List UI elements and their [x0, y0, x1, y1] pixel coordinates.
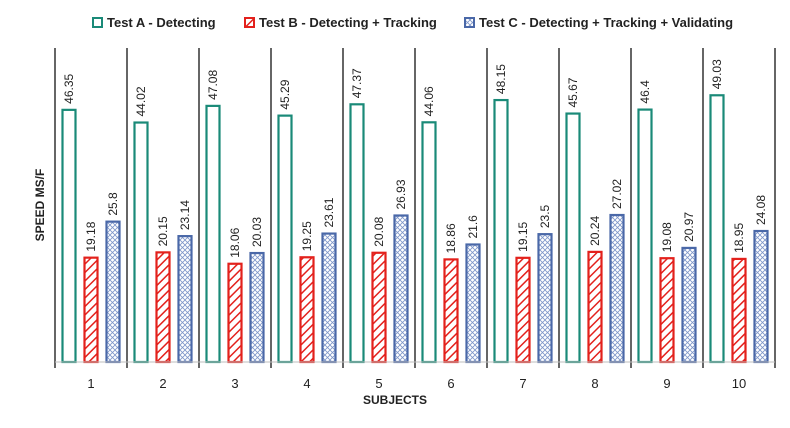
bar-s3-c8 — [609, 213, 625, 364]
data-label-s1-c8: 45.67 — [566, 77, 580, 107]
bar-s1-c7 — [493, 98, 509, 364]
bar-s2-c5 — [371, 251, 387, 364]
legend-swatch-1 — [92, 17, 103, 28]
data-label-s2-c1: 19.18 — [84, 221, 98, 251]
legend-item-2: Test B - Detecting + Tracking — [244, 15, 437, 30]
bar-s1-c10 — [709, 94, 725, 364]
legend-item-1: Test A - Detecting — [92, 15, 216, 30]
data-label-s2-c2: 20.15 — [156, 216, 170, 246]
data-label-s1-c2: 44.02 — [134, 86, 148, 116]
bar-s3-c7 — [537, 233, 553, 364]
x-tick-label-2: 2 — [159, 376, 166, 391]
legend-swatch-2 — [244, 17, 255, 28]
data-label-s1-c1: 46.35 — [62, 74, 76, 104]
legend-item-3: Test C - Detecting + Tracking + Validati… — [464, 15, 733, 30]
data-label-s2-c7: 19.15 — [516, 221, 530, 251]
bar-s3-c6 — [465, 243, 481, 364]
bar-s2-c3 — [227, 262, 243, 364]
data-label-s2-c5: 20.08 — [372, 216, 386, 246]
data-label-s3-c1: 25.8 — [106, 192, 120, 216]
y-axis-title: SPEED MS/F — [33, 169, 47, 242]
bar-s2-c8 — [587, 250, 603, 364]
x-tick-label-4: 4 — [303, 376, 310, 391]
data-label-s1-c9: 46.4 — [638, 80, 652, 104]
bar-s3-c1 — [105, 220, 121, 364]
legend-label-1: Test A - Detecting — [107, 15, 216, 30]
data-label-s1-c5: 47.37 — [350, 68, 364, 98]
bar-s2-c6 — [443, 258, 459, 364]
x-tick-label-9: 9 — [663, 376, 670, 391]
data-label-s2-c9: 19.08 — [660, 222, 674, 252]
bar-s1-c5 — [349, 103, 365, 364]
bar-s3-c10 — [753, 229, 769, 364]
x-axis-title: SUBJECTS — [363, 393, 427, 407]
x-tick-label-5: 5 — [375, 376, 382, 391]
bar-s3-c4 — [321, 232, 337, 364]
bar-s2-c9 — [659, 257, 675, 364]
bar-s2-c4 — [299, 256, 315, 364]
bar-s2-c1 — [83, 256, 99, 364]
data-label-s1-c6: 44.06 — [422, 86, 436, 116]
bar-s2-c7 — [515, 256, 531, 364]
bar-s1-c9 — [637, 108, 653, 364]
data-label-s3-c8: 27.02 — [610, 179, 624, 209]
data-label-s2-c8: 20.24 — [588, 216, 602, 246]
bar-s1-c6 — [421, 121, 437, 364]
data-label-s2-c4: 19.25 — [300, 221, 314, 251]
legend-label-3: Test C - Detecting + Tracking + Validati… — [479, 15, 733, 30]
legend-label-2: Test B - Detecting + Tracking — [259, 15, 437, 30]
data-label-s1-c10: 49.03 — [710, 59, 724, 89]
bar-s3-c3 — [249, 251, 265, 364]
category-dividers — [54, 48, 776, 368]
data-label-s3-c6: 21.6 — [466, 215, 480, 239]
data-label-s2-c10: 18.95 — [732, 223, 746, 253]
bar-s2-c10 — [731, 257, 747, 364]
data-label-s3-c2: 23.14 — [178, 200, 192, 230]
bar-s1-c1 — [61, 108, 77, 364]
data-label-s3-c9: 20.97 — [682, 212, 696, 242]
data-label-s2-c6: 18.86 — [444, 223, 458, 253]
bar-s1-c2 — [133, 121, 149, 364]
data-label-s3-c4: 23.61 — [322, 197, 336, 227]
x-tick-label-1: 1 — [87, 376, 94, 391]
x-tick-label-6: 6 — [447, 376, 454, 391]
bar-s3-c9 — [681, 246, 697, 364]
bar-s1-c4 — [277, 114, 293, 364]
x-tick-label-3: 3 — [231, 376, 238, 391]
chart-bars: 46.35 19.18 25.8 44.02 20.15 23.14 47.08 18.06 2… — [61, 59, 769, 364]
bar-s3-c5 — [393, 214, 409, 364]
data-label-s3-c5: 26.93 — [394, 179, 408, 209]
data-label-s1-c7: 48.15 — [494, 64, 508, 94]
data-label-s2-c3: 18.06 — [228, 227, 242, 257]
data-label-s3-c10: 24.08 — [754, 195, 768, 225]
x-tick-label-8: 8 — [591, 376, 598, 391]
x-tick-labels: 1 2 3 4 5 6 7 8 9 10 — [87, 376, 746, 391]
data-label-s1-c3: 47.08 — [206, 70, 220, 100]
data-label-s3-c7: 23.5 — [538, 204, 552, 228]
x-tick-label-7: 7 — [519, 376, 526, 391]
bar-s1-c3 — [205, 104, 221, 364]
data-label-s1-c4: 45.29 — [278, 79, 292, 109]
x-tick-label-10: 10 — [732, 376, 746, 391]
data-label-s3-c3: 20.03 — [250, 217, 264, 247]
legend-swatch-3 — [464, 17, 475, 28]
bar-s1-c8 — [565, 112, 581, 364]
bar-s3-c2 — [177, 235, 193, 364]
chart-legend: Test A - Detecting Test B - Detecting + T… — [92, 15, 733, 30]
bar-s2-c2 — [155, 251, 171, 364]
